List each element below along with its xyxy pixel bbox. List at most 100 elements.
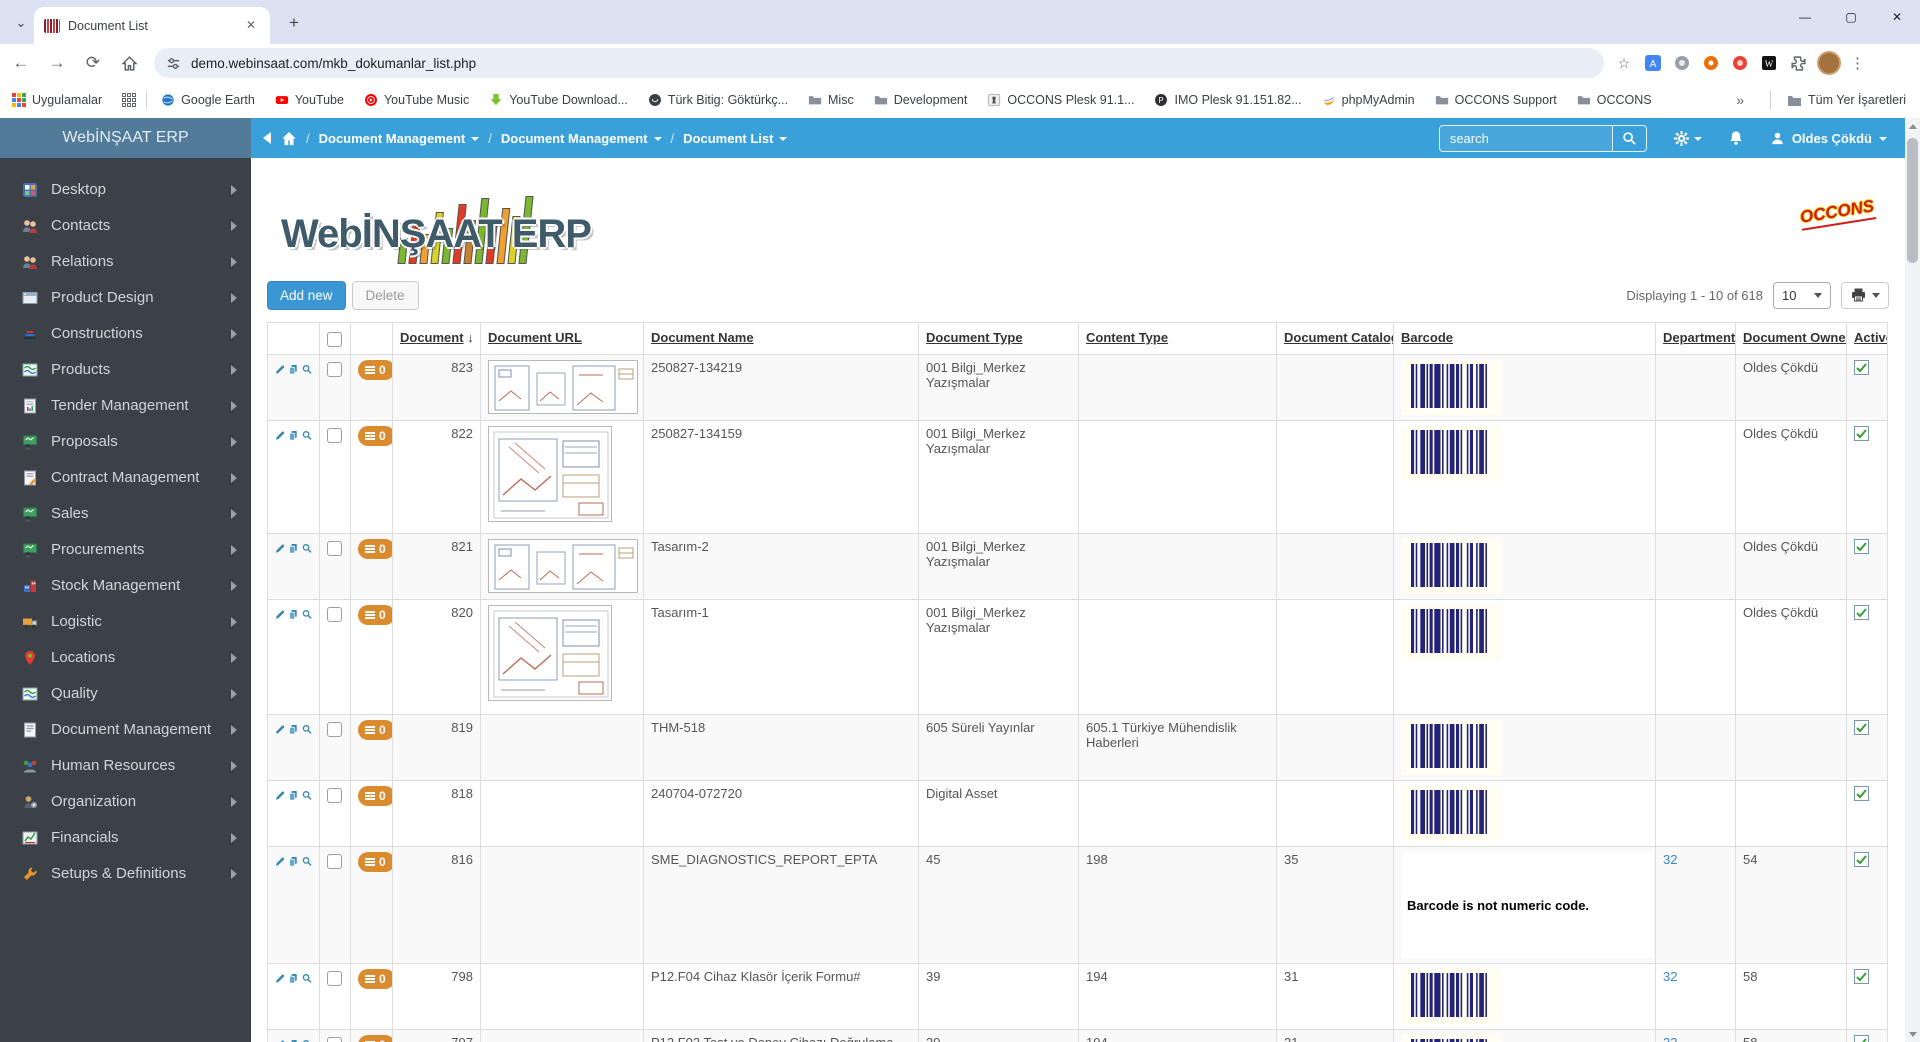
row-count-badge[interactable]: 0 bbox=[358, 852, 392, 872]
sidebar-item-locations[interactable]: Locations bbox=[0, 640, 251, 676]
edit-pencil-icon[interactable] bbox=[275, 854, 285, 869]
sidebar-item-desktop[interactable]: Desktop bbox=[0, 172, 251, 208]
sidebar-item-quality[interactable]: Quality bbox=[0, 676, 251, 712]
header-document-catalog[interactable]: Document Catalog bbox=[1284, 330, 1394, 345]
sidebar-item-contacts[interactable]: Contacts bbox=[0, 208, 251, 244]
bookmark-item[interactable]: YouTube Download... bbox=[489, 93, 628, 107]
bookmark-item[interactable]: Google Earth bbox=[161, 93, 255, 107]
home-icon[interactable] bbox=[114, 48, 144, 78]
row-checkbox[interactable] bbox=[327, 788, 342, 803]
new-tab-button[interactable]: + bbox=[289, 13, 299, 32]
row-count-badge[interactable]: 0 bbox=[358, 539, 392, 559]
department-link[interactable]: 32 bbox=[1663, 969, 1678, 984]
header-document-url[interactable]: Document URL bbox=[488, 330, 582, 345]
edit-pencil-icon[interactable] bbox=[275, 788, 285, 803]
row-checkbox[interactable] bbox=[327, 722, 342, 737]
tab-search-chevron-icon[interactable]: ⌄ bbox=[15, 15, 27, 30]
header-department[interactable]: Department bbox=[1663, 330, 1736, 345]
sidebar-item-organization[interactable]: Organization bbox=[0, 784, 251, 820]
scrollbar-thumb[interactable] bbox=[1907, 138, 1918, 263]
copy-pages-icon[interactable] bbox=[288, 1037, 298, 1042]
extension-orange-icon[interactable] bbox=[1701, 53, 1721, 73]
document-thumbnail[interactable] bbox=[488, 426, 612, 522]
view-search-icon[interactable] bbox=[302, 722, 312, 737]
sidebar-item-tender-management[interactable]: Tender Management bbox=[0, 388, 251, 424]
sidebar-item-contract-management[interactable]: Contract Management bbox=[0, 460, 251, 496]
row-count-badge[interactable]: 0 bbox=[358, 605, 392, 625]
breadcrumb-item-3[interactable]: Document List bbox=[683, 131, 788, 146]
add-new-button[interactable]: Add new bbox=[267, 280, 346, 310]
edit-pencil-icon[interactable] bbox=[275, 541, 285, 556]
copy-pages-icon[interactable] bbox=[288, 722, 298, 737]
search-input[interactable] bbox=[1439, 125, 1612, 151]
bookmark-item[interactable]: OCCONS bbox=[1577, 93, 1652, 107]
header-document-owner[interactable]: Document Owner bbox=[1743, 330, 1847, 345]
active-checkbox[interactable] bbox=[1854, 1035, 1869, 1042]
row-count-badge[interactable]: 0 bbox=[358, 426, 392, 446]
sidebar-item-document-management[interactable]: Document Management bbox=[0, 712, 251, 748]
sidebar-item-products[interactable]: Products bbox=[0, 352, 251, 388]
bookmark-star-icon[interactable]: ☆ bbox=[1617, 54, 1631, 71]
print-button[interactable] bbox=[1841, 281, 1889, 309]
notifications-bell-button[interactable] bbox=[1728, 130, 1744, 146]
copy-pages-icon[interactable] bbox=[288, 854, 298, 869]
row-count-badge[interactable]: 0 bbox=[358, 720, 392, 740]
active-checkbox[interactable] bbox=[1854, 360, 1869, 375]
copy-pages-icon[interactable] bbox=[288, 541, 298, 556]
sidebar-item-proposals[interactable]: Proposals bbox=[0, 424, 251, 460]
edit-pencil-icon[interactable] bbox=[275, 722, 285, 737]
sidebar-item-product-design[interactable]: Product Design bbox=[0, 280, 251, 316]
document-thumbnail[interactable] bbox=[488, 605, 612, 701]
sidebar-item-sales[interactable]: Sales bbox=[0, 496, 251, 532]
sidebar-item-procurements[interactable]: Procurements bbox=[0, 532, 251, 568]
active-checkbox[interactable] bbox=[1854, 720, 1869, 735]
window-minimize-button[interactable]: — bbox=[1799, 10, 1811, 24]
url-box[interactable]: demo.webinsaat.com/mkb_dokumanlar_list.p… bbox=[154, 48, 1604, 78]
view-search-icon[interactable] bbox=[302, 788, 312, 803]
copy-pages-icon[interactable] bbox=[288, 971, 298, 986]
breadcrumb-home-icon[interactable] bbox=[281, 131, 297, 146]
edit-pencil-icon[interactable] bbox=[275, 428, 285, 443]
active-checkbox[interactable] bbox=[1854, 969, 1869, 984]
active-checkbox[interactable] bbox=[1854, 852, 1869, 867]
settings-menu-button[interactable] bbox=[1673, 130, 1702, 147]
forward-icon[interactable]: → bbox=[48, 53, 66, 72]
bookmark-item[interactable]: YouTube Music bbox=[364, 93, 469, 107]
extension-red-icon[interactable] bbox=[1730, 53, 1750, 73]
header-document[interactable]: Document bbox=[400, 330, 464, 345]
copy-pages-icon[interactable] bbox=[288, 428, 298, 443]
window-close-button[interactable]: ✕ bbox=[1891, 10, 1903, 24]
row-checkbox[interactable] bbox=[327, 971, 342, 986]
row-count-badge[interactable]: 0 bbox=[358, 360, 392, 380]
document-thumbnail[interactable] bbox=[488, 360, 638, 414]
view-search-icon[interactable] bbox=[302, 971, 312, 986]
reload-icon[interactable]: ⟳ bbox=[85, 53, 101, 72]
active-checkbox[interactable] bbox=[1854, 539, 1869, 554]
breadcrumb-item-2[interactable]: Document Management bbox=[501, 131, 662, 146]
view-search-icon[interactable] bbox=[302, 607, 312, 622]
extension-w-icon[interactable]: W bbox=[1759, 53, 1779, 73]
row-count-badge[interactable]: 0 bbox=[358, 1035, 392, 1042]
sidebar-collapse-icon[interactable] bbox=[263, 132, 271, 144]
site-info-icon[interactable] bbox=[166, 56, 181, 71]
page-scrollbar[interactable] bbox=[1905, 118, 1920, 1042]
header-content-type[interactable]: Content Type bbox=[1086, 330, 1169, 345]
view-search-icon[interactable] bbox=[302, 1037, 312, 1042]
browser-tab[interactable]: Document List ✕ bbox=[34, 7, 270, 44]
document-thumbnail[interactable] bbox=[488, 539, 638, 593]
copy-pages-icon[interactable] bbox=[288, 607, 298, 622]
extension-flask-icon[interactable] bbox=[1672, 53, 1692, 73]
bookmarks-overflow-chevron[interactable]: » bbox=[1736, 92, 1745, 108]
row-checkbox[interactable] bbox=[327, 1037, 342, 1042]
view-search-icon[interactable] bbox=[302, 428, 312, 443]
header-document-name[interactable]: Document Name bbox=[651, 330, 754, 345]
view-search-icon[interactable] bbox=[302, 362, 312, 377]
tab-close-icon[interactable]: ✕ bbox=[245, 17, 257, 32]
row-count-badge[interactable]: 0 bbox=[358, 786, 392, 806]
row-count-badge[interactable]: 0 bbox=[358, 969, 392, 989]
header-barcode[interactable]: Barcode bbox=[1401, 330, 1454, 345]
search-icon[interactable] bbox=[1611, 125, 1646, 151]
browser-menu-icon[interactable]: ⋮ bbox=[1850, 55, 1865, 72]
translate-icon[interactable]: A bbox=[1643, 53, 1663, 73]
department-link[interactable]: 32 bbox=[1663, 1035, 1677, 1042]
